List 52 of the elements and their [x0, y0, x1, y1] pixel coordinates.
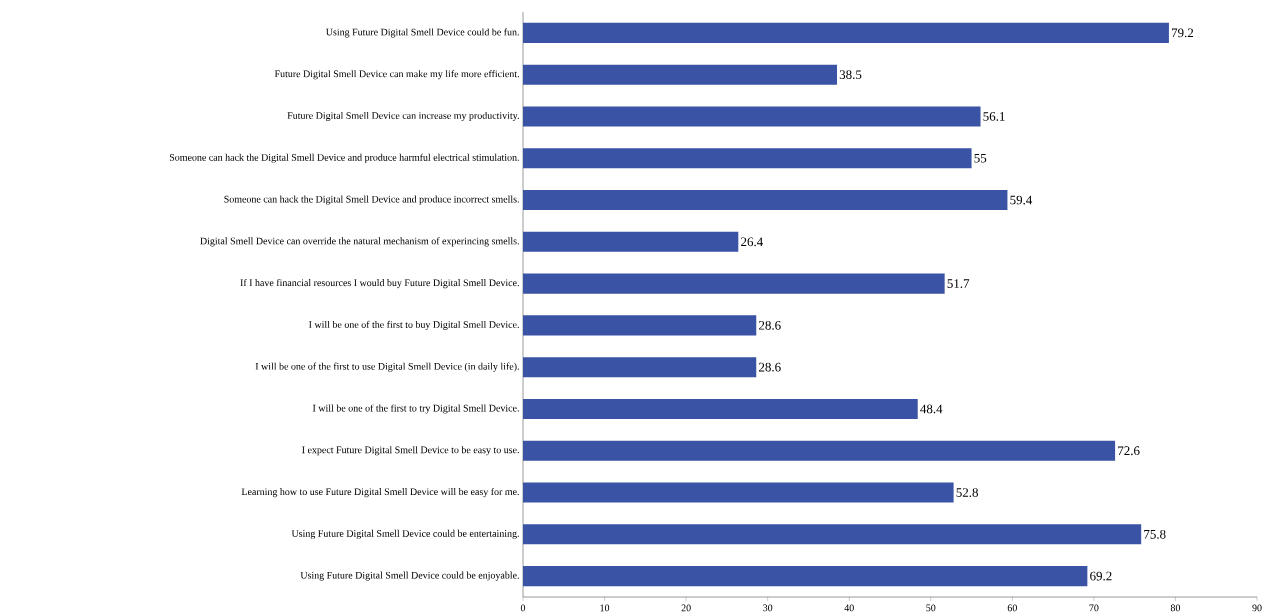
- data-label: 52.8: [956, 488, 978, 497]
- y-tick-label: I will be one of the first to try Digital Smell Device.: [312, 404, 519, 414]
- y-tick-label: I will be one of the first to use Digital Smell Device (in daily life).: [255, 362, 519, 372]
- data-label: 28.6: [759, 321, 781, 330]
- bar: [523, 22, 1169, 43]
- data-label: 79.2: [1171, 28, 1194, 38]
- x-tick-label: 0: [520, 604, 526, 612]
- data-label: 59.4: [1010, 195, 1033, 205]
- y-tick-label: Using Future Digital Smell Device could be fun.: [326, 28, 519, 38]
- data-label: 26.4: [741, 237, 763, 247]
- x-tick-label: 70: [1089, 604, 1099, 612]
- bar: [523, 190, 1008, 211]
- y-tick-label: Future Digital Smell Device can increase my productivity.: [287, 111, 519, 122]
- data-label: 38.5: [839, 70, 862, 80]
- data-label: 56.1: [983, 112, 1005, 121]
- bar: [523, 440, 1116, 461]
- x-tick-label: 80: [1170, 604, 1181, 612]
- y-tick-label: Someone can hack the Digital Smell Device and produce harmful electrical stimulation.: [169, 153, 519, 163]
- bar: [523, 566, 1088, 587]
- bar: [523, 106, 981, 127]
- bar: [523, 148, 972, 169]
- y-tick-label: I expect Future Digital Smell Device to be easy to use.: [302, 446, 519, 456]
- x-tick-label: 50: [926, 604, 936, 612]
- x-tick-label: 90: [1252, 604, 1262, 612]
- y-tick-label: Someone can hack the Digital Smell Device and produce incorrect smells.: [224, 195, 519, 205]
- x-tick-label: 30: [763, 604, 773, 612]
- y-tick-label: Using Future Digital Smell Device could be entertaining.: [291, 529, 519, 539]
- data-label: 69.2: [1090, 571, 1112, 581]
- data-label: 55: [974, 153, 987, 163]
- bar: [523, 64, 837, 85]
- y-tick-label: Digital Smell Device can override the natural mechanism of experincing smells.: [200, 237, 519, 247]
- y-tick-label: If I have financial resources I would buy Future Digital Smell Device.: [240, 279, 519, 289]
- y-tick-label: Future Digital Smell Device can make my life more efficient.: [274, 70, 519, 80]
- bar: [523, 273, 945, 294]
- y-tick-label: Using Future Digital Smell Device could be enjoyable.: [300, 571, 519, 581]
- x-tick-label: 40: [844, 604, 854, 612]
- bar: [523, 315, 757, 336]
- x-tick-label: 60: [1007, 604, 1017, 612]
- x-tick-label: 20: [681, 604, 691, 612]
- bar: [523, 524, 1142, 545]
- bar: [523, 482, 954, 503]
- bar: [523, 231, 739, 252]
- data-label: 28.6: [759, 362, 781, 372]
- data-label: 48.4: [920, 404, 943, 414]
- bar: [523, 398, 918, 419]
- data-label: 75.8: [1144, 529, 1166, 539]
- x-tick-label: 10: [600, 604, 610, 612]
- y-tick-label: Learning how to use Future Digital Smell Device will be easy for me.: [241, 487, 519, 498]
- data-label: 72.6: [1118, 446, 1140, 456]
- bar: [523, 357, 757, 378]
- data-label: 51.7: [947, 279, 970, 288]
- y-tick-label: I will be one of the first to buy Digital Smell Device.: [309, 320, 519, 330]
